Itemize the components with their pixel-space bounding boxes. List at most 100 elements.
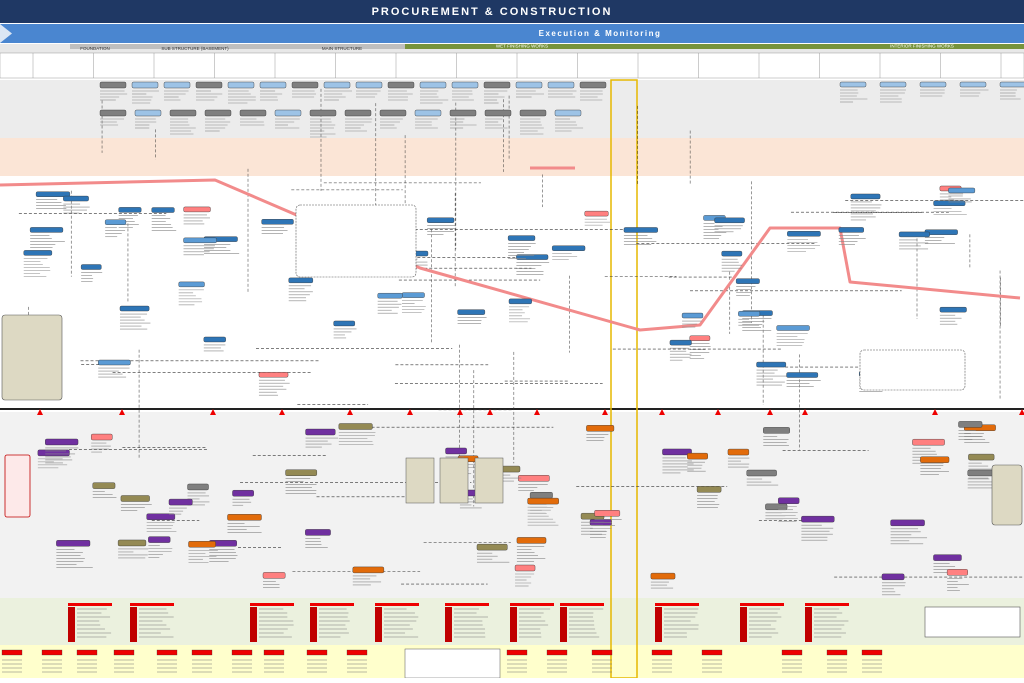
- task-box: [285, 469, 318, 476]
- safety-item: [263, 649, 285, 656]
- task-box: [305, 529, 331, 536]
- task-box: [414, 109, 442, 117]
- phase-label: SUB STRUCTURE (BASEMENT): [161, 46, 229, 51]
- phase-label: MAIN STRUCTURE: [322, 46, 362, 51]
- note-panel: [295, 204, 417, 278]
- task-box: [735, 278, 760, 284]
- band-support: [0, 412, 1024, 598]
- task-box: [333, 320, 356, 327]
- subtitle-bar: [0, 24, 1024, 43]
- task-box: [939, 306, 967, 313]
- task-box: [696, 486, 722, 493]
- safety-item: [701, 649, 723, 656]
- task-box: [483, 81, 511, 89]
- task-box: [274, 109, 302, 117]
- task-box: [178, 281, 205, 288]
- task-box: [148, 536, 171, 543]
- task-box: [187, 483, 209, 491]
- task-box: [850, 193, 881, 200]
- quality-item: [560, 603, 604, 606]
- task-box: [344, 109, 372, 117]
- task-box: [338, 423, 373, 430]
- task-box: [516, 537, 547, 544]
- task-box: [958, 421, 983, 428]
- milestone: [279, 409, 285, 415]
- note-panel: [405, 457, 435, 504]
- band-approval: [0, 138, 1024, 176]
- task-box: [786, 372, 819, 378]
- quality-tag: [130, 607, 137, 642]
- task-box: [449, 109, 477, 117]
- task-box: [163, 81, 191, 89]
- milestone: [457, 409, 463, 415]
- safety-item: [306, 649, 328, 656]
- task-box: [227, 81, 255, 89]
- note-panel: [991, 464, 1023, 526]
- task-box: [890, 519, 925, 527]
- task-box: [232, 490, 254, 497]
- milestone: [37, 409, 43, 415]
- safety-item: [113, 649, 135, 656]
- task-box: [63, 195, 89, 202]
- task-box: [778, 497, 800, 504]
- safety-item: [156, 649, 178, 656]
- task-box: [529, 492, 553, 499]
- task-box: [898, 231, 930, 238]
- quality-tag: [805, 607, 812, 642]
- task-box: [120, 495, 150, 502]
- safety-item: [861, 649, 883, 656]
- safety-item: [826, 649, 848, 656]
- task-box: [787, 231, 821, 237]
- phase-label: WET FINISHING WORKS: [496, 44, 548, 49]
- task-box: [401, 292, 425, 298]
- task-box: [554, 109, 582, 117]
- quality-item: [68, 603, 112, 606]
- task-box: [355, 81, 383, 89]
- safety-item: [591, 649, 613, 656]
- safety-item: [41, 649, 63, 656]
- task-box: [518, 475, 550, 482]
- quality-item: [310, 603, 354, 606]
- task-box: [946, 569, 968, 576]
- quality-tag: [310, 607, 317, 642]
- task-box: [527, 497, 559, 505]
- safety-item: [191, 649, 213, 656]
- safety-item: [1, 649, 23, 656]
- task-box: [134, 109, 162, 117]
- task-box: [204, 109, 232, 117]
- milestone: [715, 409, 721, 415]
- note-panel: [439, 457, 469, 504]
- task-box: [763, 427, 790, 434]
- task-box: [669, 339, 692, 346]
- task-box: [999, 81, 1024, 88]
- quality-tag: [510, 607, 517, 642]
- task-box: [933, 200, 966, 206]
- safety-item: [76, 649, 98, 656]
- milestone: [659, 409, 665, 415]
- task-box: [738, 311, 761, 317]
- task-box: [727, 448, 750, 456]
- task-box: [584, 210, 609, 217]
- task-box: [195, 81, 223, 89]
- task-box: [586, 425, 615, 432]
- milestone: [1019, 409, 1024, 415]
- task-box: [92, 482, 116, 489]
- task-box: [650, 572, 676, 580]
- task-box: [933, 554, 962, 561]
- task-box: [879, 81, 907, 88]
- task-box: [323, 81, 351, 89]
- task-box: [56, 540, 91, 547]
- task-box: [119, 305, 150, 312]
- note-panel: [1, 314, 63, 401]
- task-box: [118, 207, 142, 213]
- task-box: [457, 309, 486, 315]
- task-box: [23, 250, 53, 256]
- timeline-row: [0, 52, 1024, 79]
- task-box: [259, 81, 287, 89]
- band-main: [0, 176, 1024, 408]
- phase-interior: [640, 44, 1024, 49]
- task-box: [183, 237, 217, 244]
- title-bar: [0, 0, 1024, 23]
- safety-panel: [404, 648, 501, 679]
- safety-item: [781, 649, 803, 656]
